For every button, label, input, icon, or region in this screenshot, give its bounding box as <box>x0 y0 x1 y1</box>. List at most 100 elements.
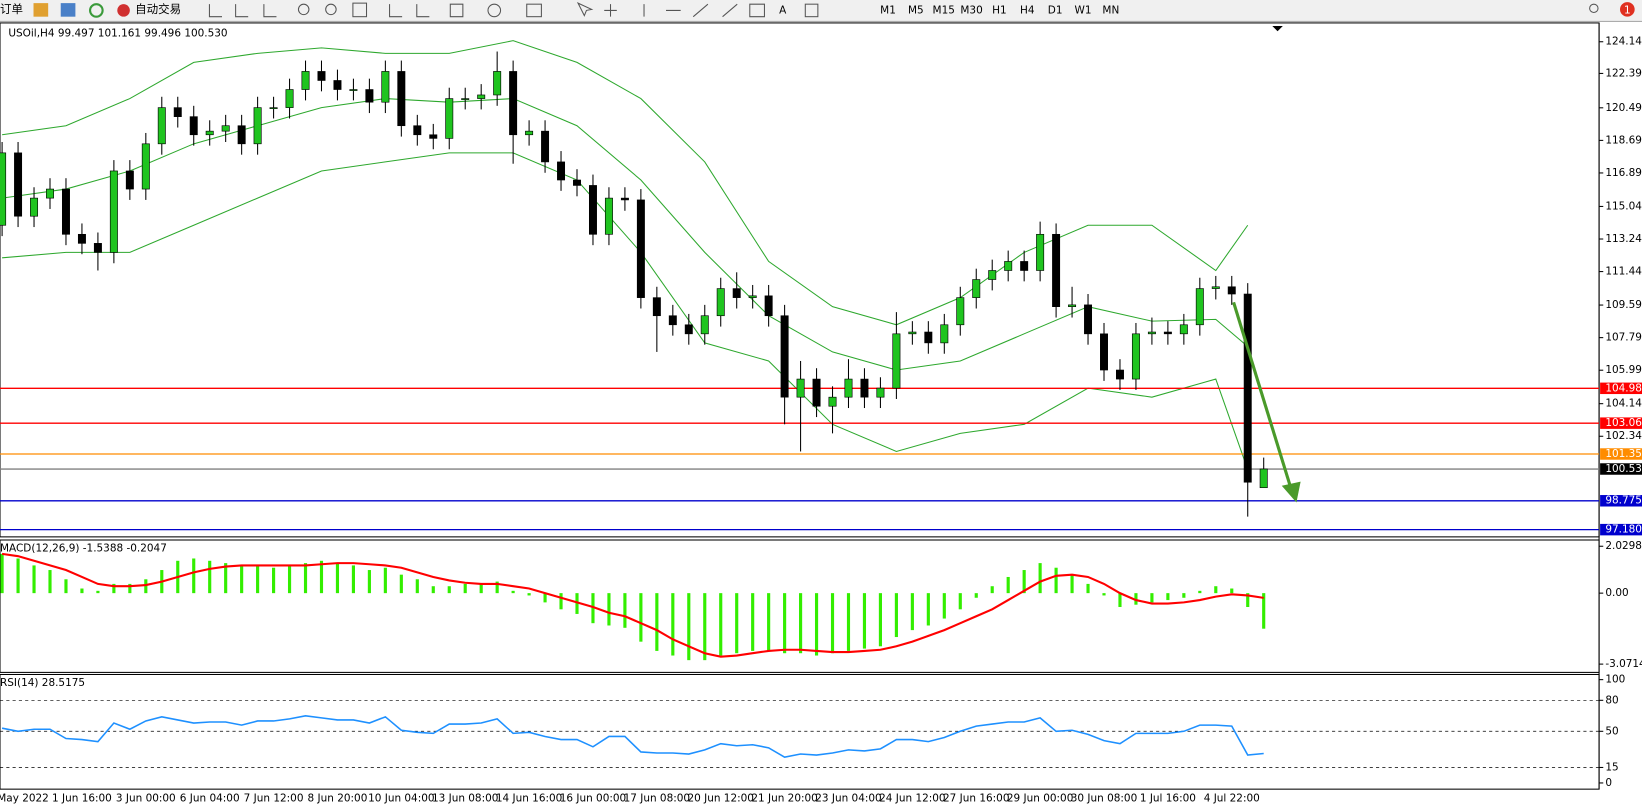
x-tick-label: 17 Jun 08:00 <box>624 793 690 805</box>
icon[interactable] <box>352 2 368 18</box>
candle-body <box>972 279 981 298</box>
order-button[interactable]: 订单 <box>0 2 23 16</box>
candle-body <box>988 270 997 280</box>
chart-shift-marker <box>1272 26 1283 32</box>
icon[interactable] <box>389 3 464 18</box>
x-tick-label: 14 Jun 16:00 <box>496 793 562 805</box>
x-tick-label: 27 Jun 16:00 <box>943 793 1009 805</box>
macd-bar <box>1182 593 1186 598</box>
icon[interactable] <box>804 3 819 18</box>
candle-body <box>1115 369 1124 380</box>
macd-bar <box>799 593 803 654</box>
x-tick-label: 10 Jun 04:00 <box>368 793 434 805</box>
candle-body <box>876 387 885 398</box>
icon[interactable] <box>33 3 49 17</box>
macd-bar <box>655 593 659 651</box>
candle-body <box>956 297 965 326</box>
candle-body <box>588 185 597 235</box>
timeframe-button[interactable]: MN <box>1102 4 1119 16</box>
candle-body <box>333 80 342 90</box>
macd-bar <box>208 560 212 594</box>
timeframe-button[interactable]: M1 <box>880 4 896 16</box>
timeframe-button[interactable]: M30 <box>960 4 982 16</box>
macd-bar <box>974 593 978 598</box>
candle-body <box>397 71 406 127</box>
y-tick-label: 113.240 <box>1605 233 1642 245</box>
icon[interactable] <box>526 3 542 18</box>
macd-bar <box>559 593 563 610</box>
timeframe-button[interactable]: H1 <box>992 4 1007 16</box>
candle-body <box>1004 261 1013 271</box>
candle-body <box>1084 304 1093 335</box>
price-level-box <box>1600 523 1642 536</box>
candle-body <box>1147 331 1156 335</box>
text-tool[interactable]: A <box>779 4 787 16</box>
macd-bar <box>1198 590 1202 594</box>
macd-bar <box>990 586 994 594</box>
timeframe-button[interactable]: D1 <box>1048 4 1063 16</box>
icon[interactable] <box>487 3 502 18</box>
timeframe-button[interactable]: M5 <box>908 4 924 16</box>
candle-body <box>46 188 54 199</box>
candle-body <box>604 197 613 235</box>
macd-bar <box>256 565 260 594</box>
macd-bar <box>607 593 611 626</box>
price-level-box <box>1600 463 1642 475</box>
candle-body <box>764 295 773 317</box>
search-icon[interactable] <box>1589 3 1599 14</box>
toolbar <box>0 0 1642 21</box>
candle-body <box>125 170 134 190</box>
candle-body <box>541 130 550 163</box>
autotrade-button[interactable]: 自动交易 <box>135 2 181 16</box>
x-tick-label: 29 Jun 00:00 <box>1007 793 1073 805</box>
timeframe-button[interactable]: M15 <box>933 4 955 16</box>
candle-body <box>445 98 454 139</box>
candle-body <box>1179 324 1188 335</box>
x-tick-label: 20 Jun 12:00 <box>688 793 754 805</box>
price-level-box <box>1600 417 1642 429</box>
macd-bar <box>16 558 20 594</box>
icon[interactable] <box>325 3 337 16</box>
icon[interactable] <box>297 3 310 16</box>
macd-bar <box>719 593 723 656</box>
candle-body <box>668 315 677 326</box>
candle-body <box>109 170 118 253</box>
macd-bar <box>910 593 914 631</box>
candle-body <box>157 107 166 145</box>
macd-bar <box>814 593 819 656</box>
x-tick-label: 13 Jun 08:00 <box>432 793 498 805</box>
y-tick-label: 118.690 <box>1605 134 1642 146</box>
autotrade-icon[interactable] <box>117 4 130 17</box>
macd-signal <box>1 552 1264 658</box>
macd-bar <box>479 583 483 594</box>
candle-body <box>173 107 182 117</box>
candle-body <box>141 143 150 190</box>
x-tick-label: 7 Jun 12:00 <box>244 793 304 805</box>
y-tick-label: 120.490 <box>1605 102 1642 114</box>
icon[interactable] <box>60 3 76 17</box>
macd-bar <box>319 560 324 594</box>
candle-body <box>908 331 917 335</box>
candle-body <box>636 199 645 298</box>
y-tick-label: -3.0714 <box>1605 658 1642 670</box>
icon[interactable] <box>208 4 277 18</box>
macd-bar <box>144 579 148 594</box>
candle-body <box>652 297 661 317</box>
timeframe-button[interactable]: W1 <box>1075 4 1092 16</box>
candle-body <box>860 378 869 398</box>
macd-bar <box>1086 583 1090 594</box>
candle-body <box>77 233 86 244</box>
macd-bar <box>1070 574 1074 594</box>
x-tick-label: 8 Jun 20:00 <box>308 793 368 805</box>
notification-badge[interactable] <box>1620 2 1635 17</box>
macd-bar <box>1166 593 1170 601</box>
macd-bar <box>112 583 116 594</box>
macd-bar <box>687 593 691 661</box>
icon[interactable] <box>89 3 104 18</box>
timeframe-button[interactable]: H4 <box>1020 4 1035 16</box>
icon[interactable] <box>576 2 765 18</box>
candle-body <box>700 315 709 335</box>
price-level-label: 104.989 <box>1605 382 1642 394</box>
macd-bar <box>751 593 755 651</box>
candle-body <box>189 116 198 136</box>
